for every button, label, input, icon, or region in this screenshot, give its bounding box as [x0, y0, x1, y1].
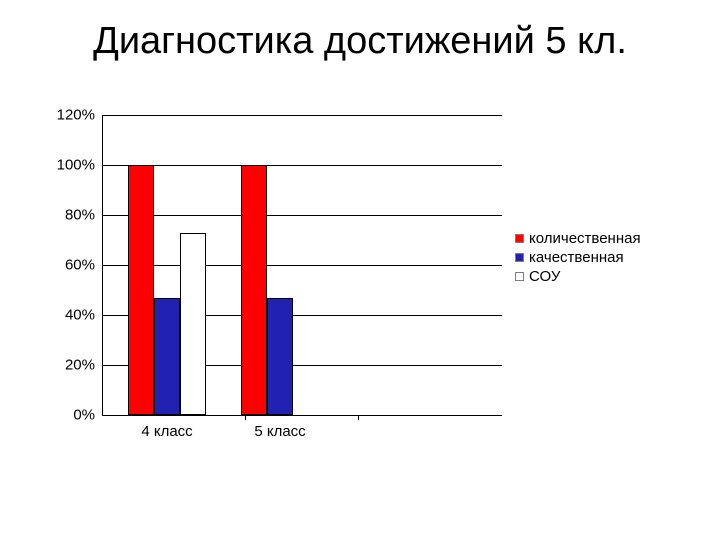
y-axis-label: 100%: [40, 157, 95, 174]
y-axis-label: 60%: [40, 257, 95, 274]
chart-bar: [241, 165, 267, 415]
legend-label: количественная: [529, 230, 641, 247]
chart-bar: [154, 298, 180, 416]
chart-bar: [180, 233, 206, 416]
chart-area: количественная качественная СОУ 0% 20% 40% 60…: [40, 105, 650, 470]
legend-label: СОУ: [529, 268, 560, 285]
legend-label: качественная: [529, 249, 624, 266]
legend-marker: [515, 234, 524, 243]
slide-title: Диагностика достижений 5 кл.: [0, 20, 720, 63]
legend-marker: [515, 253, 524, 262]
legend-item: качественная: [515, 249, 641, 266]
y-axis-label: 80%: [40, 207, 95, 224]
chart-gridline: [102, 415, 502, 416]
legend-item: количественная: [515, 230, 641, 247]
x-axis-label: 4 класс: [141, 423, 192, 440]
chart-gridline: [102, 265, 502, 266]
chart-bar: [267, 298, 293, 416]
y-axis-label: 40%: [40, 307, 95, 324]
x-tick: [358, 415, 359, 420]
y-axis: [102, 115, 103, 415]
chart-gridline: [102, 115, 502, 116]
legend-marker: [515, 272, 524, 281]
x-tick: [245, 415, 246, 420]
y-axis-label: 20%: [40, 357, 95, 374]
legend-item: СОУ: [515, 268, 641, 285]
chart-gridline: [102, 215, 502, 216]
chart-legend: количественная качественная СОУ: [515, 230, 641, 287]
y-axis-label: 0%: [40, 407, 95, 424]
y-axis-label: 120%: [40, 107, 95, 124]
chart-gridline: [102, 165, 502, 166]
x-axis-label: 5 класс: [254, 423, 305, 440]
chart-bar: [128, 165, 154, 415]
chart-plot: [102, 115, 502, 415]
